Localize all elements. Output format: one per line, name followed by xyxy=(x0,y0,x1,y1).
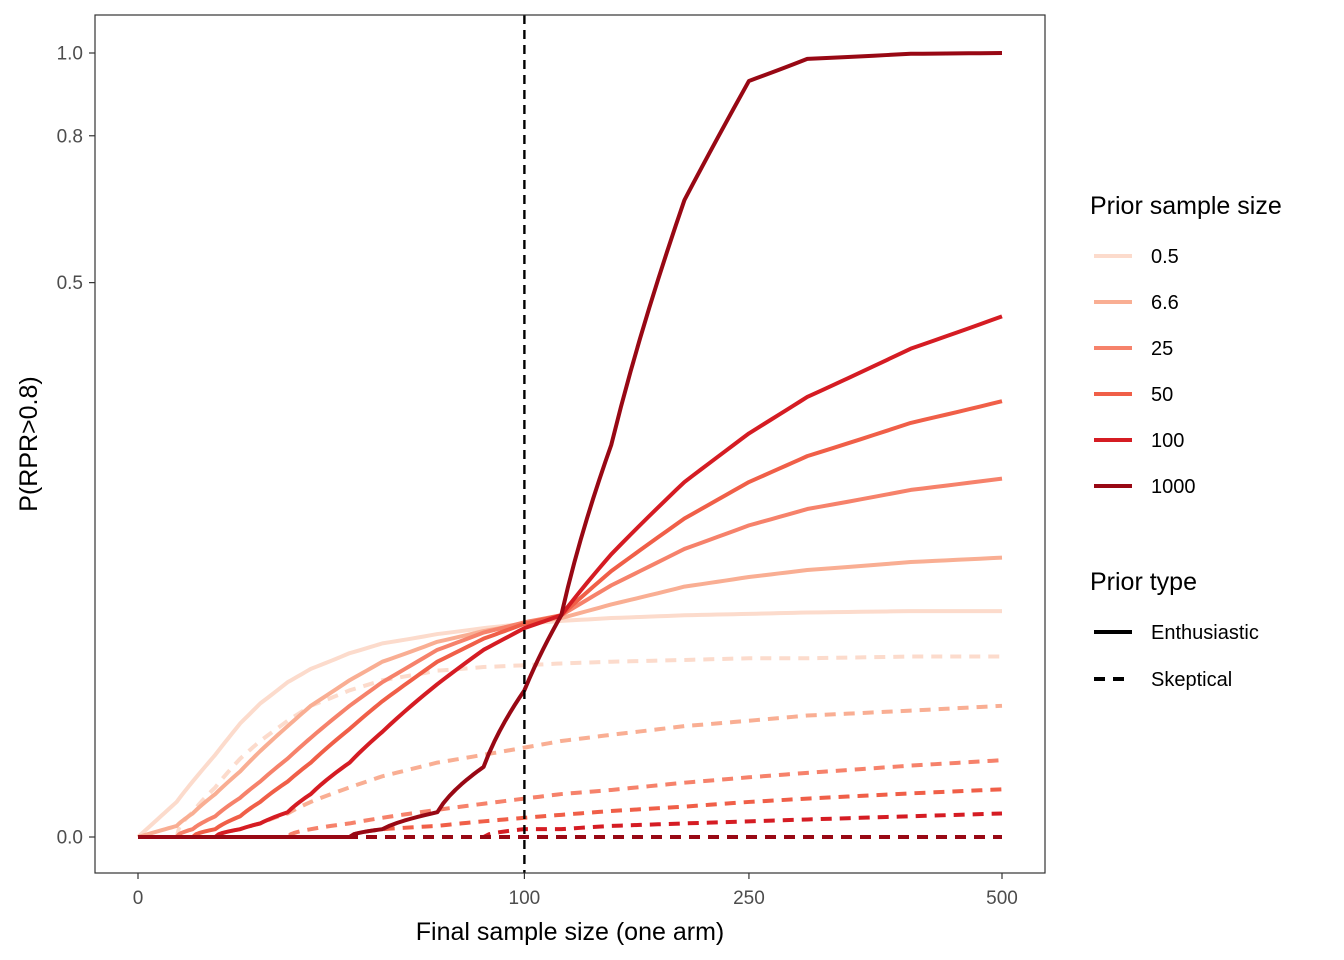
legend-label-25: 25 xyxy=(1151,338,1173,360)
legend-color-title: Prior sample size xyxy=(1090,192,1282,220)
y-tick-label: 0.5 xyxy=(57,273,83,294)
series-line-enthusiastic-1000 xyxy=(138,51,1003,839)
series-layer xyxy=(136,51,1003,839)
y-axis: 0.0 0.5 0.8 1.0 xyxy=(57,44,95,849)
y-tick-label: 0.8 xyxy=(57,126,83,147)
x-axis-title: Final sample size (one arm) xyxy=(416,918,724,946)
legend-label-enthusiastic: Enthusiastic xyxy=(1151,622,1259,644)
series-line-enthusiastic-100 xyxy=(138,314,1003,839)
legend-label-skeptical: Skeptical xyxy=(1151,669,1232,691)
panel-background xyxy=(95,15,1045,873)
legend-prior-type: Prior type Enthusiastic Skeptical xyxy=(1090,568,1259,691)
legend-label-50: 50 xyxy=(1151,384,1173,406)
x-tick-label: 500 xyxy=(986,888,1018,909)
y-axis-title: P(RPR>0.8) xyxy=(15,376,43,511)
legend-linetype-title: Prior type xyxy=(1090,568,1197,596)
x-tick-label: 0 xyxy=(133,888,144,909)
series-line-enthusiastic-50 xyxy=(138,399,1003,839)
series-line-enthusiastic-6-6 xyxy=(137,555,1003,839)
legend-label-6-6: 6.6 xyxy=(1151,292,1179,314)
legend-label-1000: 1000 xyxy=(1151,476,1196,498)
series-line-enthusiastic-0-5 xyxy=(136,609,1002,839)
x-tick-label: 100 xyxy=(509,888,541,909)
y-tick-label: 0.0 xyxy=(57,828,83,849)
x-axis: 0 100 250 500 xyxy=(133,873,1018,909)
legend-prior-sample-size: Prior sample size 0.5 6.6 25 50 100 1000 xyxy=(1090,192,1282,498)
y-tick-label: 1.0 xyxy=(57,44,83,65)
x-tick-label: 250 xyxy=(733,888,765,909)
legend-label-100: 100 xyxy=(1151,430,1184,452)
panel-border xyxy=(94,14,1046,874)
legend-label-0-5: 0.5 xyxy=(1151,246,1179,268)
series-line-enthusiastic-25 xyxy=(138,476,1003,839)
